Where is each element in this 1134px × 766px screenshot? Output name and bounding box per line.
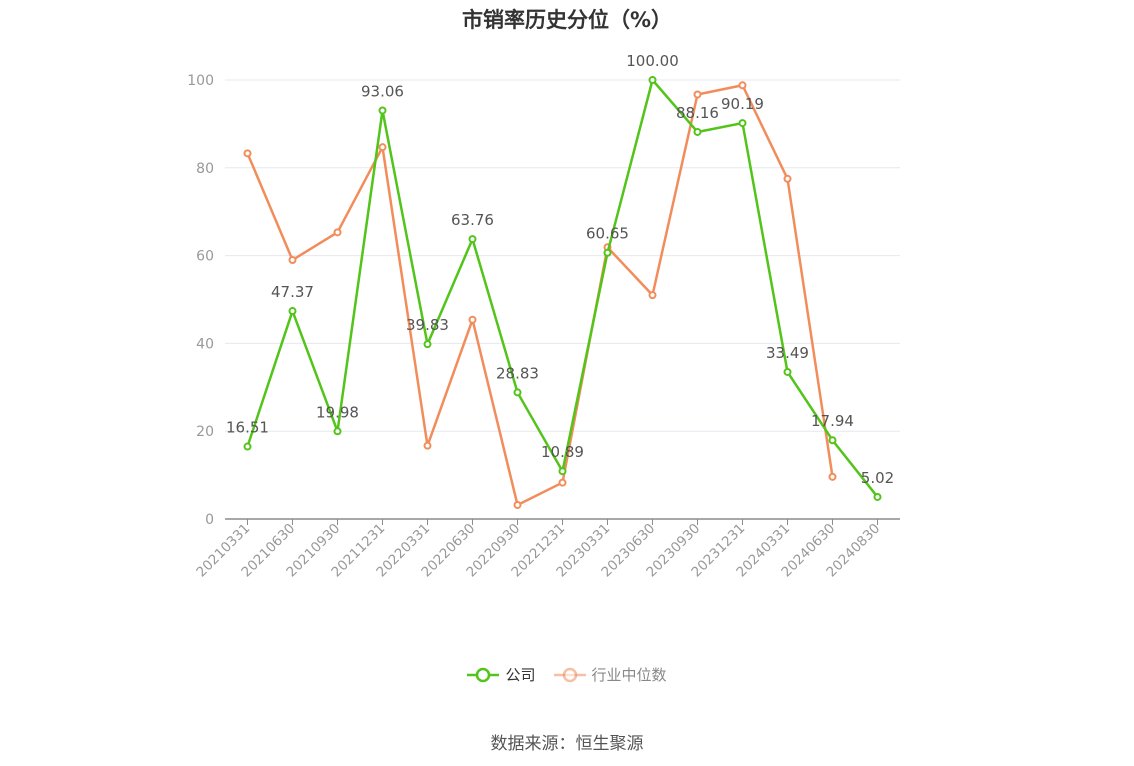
data-point	[558, 478, 567, 487]
series-line-1	[246, 84, 834, 507]
data-label: 93.06	[361, 82, 404, 100]
legend: 公司 行业中位数	[0, 664, 1134, 685]
data-point	[243, 149, 252, 158]
legend-item-company[interactable]: 公司	[467, 664, 536, 685]
data-point	[288, 255, 297, 264]
legend-item-industry-median[interactable]: 行业中位数	[553, 664, 667, 685]
data-point	[243, 442, 252, 451]
y-tick-label: 100	[187, 73, 214, 89]
data-point	[333, 228, 342, 237]
data-label: 90.19	[721, 95, 764, 113]
data-label: 88.16	[676, 104, 719, 122]
data-label: 28.83	[496, 364, 539, 382]
data-label: 16.51	[226, 419, 269, 437]
line-chart: 0204060801002021033120210630202109302021…	[187, 52, 900, 580]
data-labels: 16.51 47.37 19.98 93.06 39.83 63.76 28.83 10.89…	[226, 52, 894, 487]
data-label: 17.94	[811, 412, 854, 430]
data-point	[828, 436, 837, 445]
data-point	[738, 119, 747, 128]
data-point	[783, 174, 792, 183]
data-label: 47.37	[271, 283, 314, 301]
data-point	[873, 492, 882, 501]
data-point	[513, 388, 522, 397]
data-point	[693, 127, 702, 136]
data-point	[648, 291, 657, 300]
data-point	[288, 307, 297, 316]
data-point	[738, 81, 747, 90]
data-point	[828, 472, 837, 481]
data-label: 39.83	[406, 316, 449, 334]
legend-swatch-industry-median-icon	[553, 667, 586, 682]
data-label: 33.49	[766, 344, 809, 362]
legend-swatch-company-icon	[467, 667, 500, 682]
data-point	[423, 441, 432, 450]
data-point	[378, 143, 387, 152]
data-point	[378, 106, 387, 115]
data-point	[693, 90, 702, 99]
y-tick-label: 60	[196, 249, 214, 265]
data-label: 19.98	[316, 403, 359, 421]
y-tick-label: 80	[196, 161, 214, 177]
data-label: 5.02	[861, 469, 894, 487]
data-point	[468, 315, 477, 324]
chart-title: 市销率历史分位（%）	[461, 8, 673, 32]
data-point	[603, 248, 612, 257]
data-label: 63.76	[451, 211, 494, 229]
data-label: 100.00	[626, 52, 679, 70]
data-label: 60.65	[586, 225, 629, 243]
series-lines	[243, 76, 882, 509]
data-point	[468, 235, 477, 244]
y-tick-label: 20	[196, 424, 214, 440]
data-label: 10.89	[541, 443, 584, 461]
y-tick-label: 0	[205, 512, 214, 528]
axes: 0204060801002021033120210630202109302021…	[187, 73, 900, 580]
data-point	[648, 76, 657, 84]
data-point	[558, 467, 567, 476]
legend-label-industry-median: 行业中位数	[591, 666, 667, 684]
data-point	[333, 427, 342, 436]
y-tick-label: 40	[196, 336, 214, 352]
legend-label-company: 公司	[505, 666, 536, 684]
data-point	[783, 367, 792, 376]
data-point	[423, 340, 432, 349]
data-source: 数据来源：恒生聚源	[490, 734, 644, 754]
data-point	[513, 500, 522, 509]
series-line-0	[246, 78, 879, 498]
